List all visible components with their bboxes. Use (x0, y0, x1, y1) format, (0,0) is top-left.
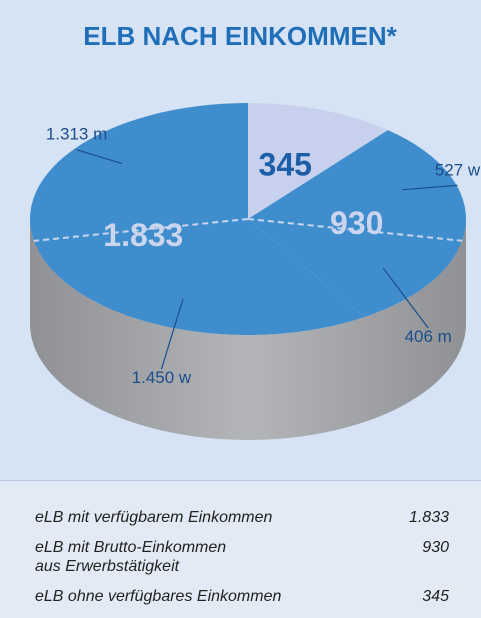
slice-label: 930 (330, 205, 383, 241)
legend-label: eLB ohne verfügbares Einkommen (35, 588, 282, 605)
legend-label: eLB mit verfügbarem Einkommen (35, 509, 273, 526)
sub-label: 527 w (435, 160, 481, 179)
pie-side (30, 219, 466, 440)
pie-slice (248, 130, 466, 318)
chart-title: ELB NACH EINKOMMEN* (83, 21, 397, 51)
legend-row: eLB mit verfügbarem Einkommen 1.833 (35, 508, 449, 527)
leader-line (382, 267, 429, 329)
legend-value: 345 (422, 588, 449, 605)
sub-label: 1.313 m (46, 125, 107, 144)
split-line (247, 218, 463, 242)
legend-value: 1.833 (408, 509, 449, 526)
leader-line (76, 149, 123, 165)
legend: eLB mit verfügbarem Einkommen 1.833 eLB mi… (0, 480, 481, 618)
leader-line (160, 298, 184, 370)
sub-label: 406 m (405, 327, 452, 346)
leader-line (401, 184, 458, 191)
legend-row: eLB mit Brutto-Einkommen aus Erwerbstäti… (35, 538, 449, 576)
slice-label: 1.833 (103, 217, 183, 253)
slice-label: 345 (259, 146, 312, 182)
legend-row: eLB ohne verfügbares Einkommen 345 (35, 587, 449, 606)
split-line (33, 218, 249, 242)
sub-label: 1.450 w (132, 368, 192, 387)
legend-label: eLB mit Brutto-Einkommen aus Erwerbstäti… (35, 539, 227, 575)
legend-value: 930 (422, 539, 449, 556)
chart: ELB NACH EINKOMMEN* 1.833 1.450 w 1.313 m 9… (29, 21, 481, 440)
pie-slice (248, 103, 389, 219)
